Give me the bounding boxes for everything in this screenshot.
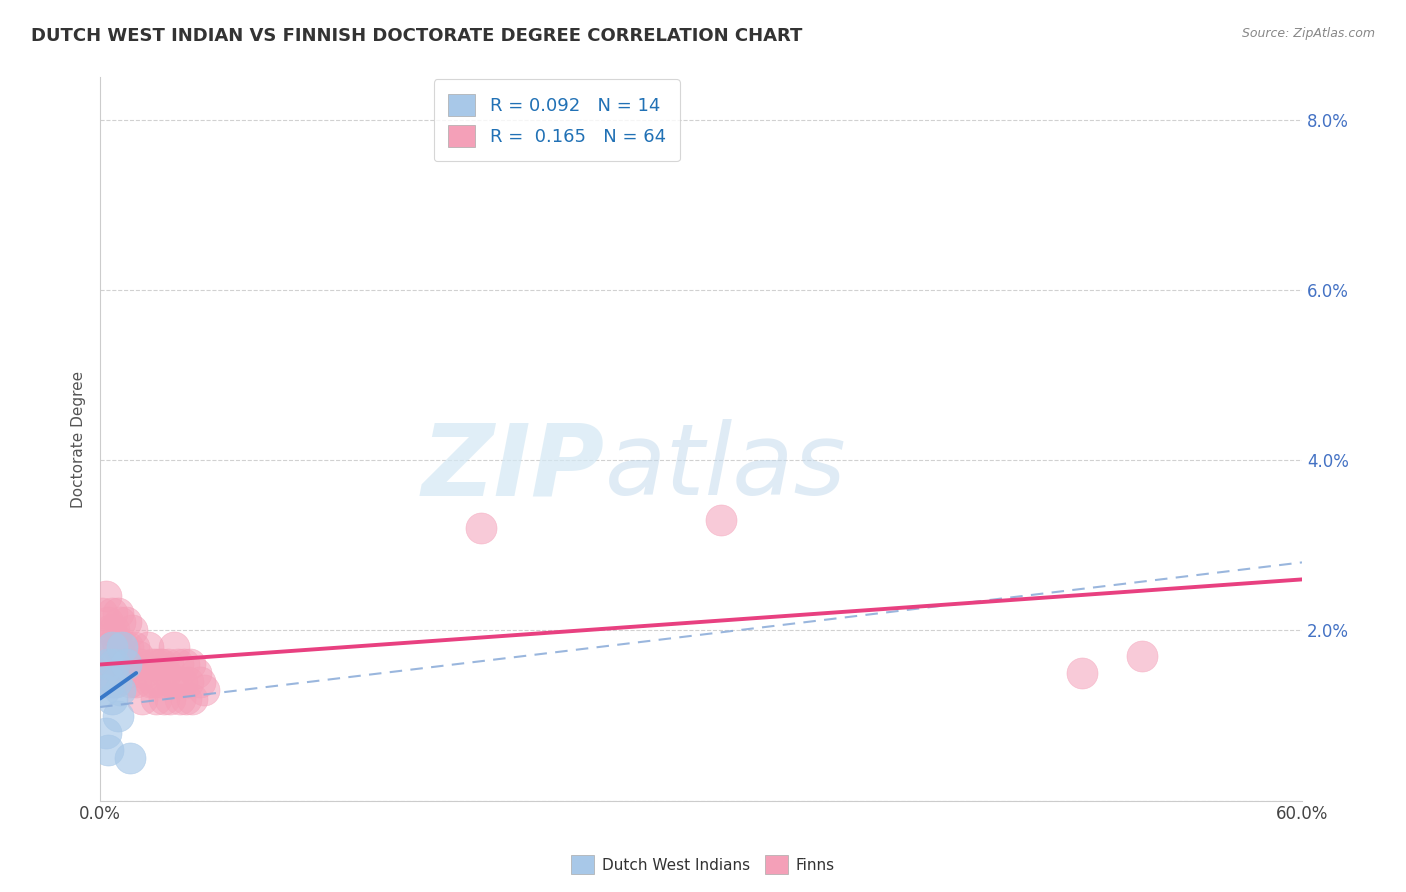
- Point: [111, 640, 134, 655]
- Point: [1070, 665, 1092, 680]
- Text: ZIP: ZIP: [422, 419, 605, 516]
- Point: [173, 657, 195, 672]
- Point: [177, 674, 200, 689]
- Point: [97, 674, 120, 689]
- Point: [105, 632, 128, 646]
- Point: [139, 674, 162, 689]
- Point: [174, 691, 197, 706]
- Point: [91, 607, 114, 621]
- Point: [111, 657, 134, 672]
- Point: [149, 674, 172, 689]
- Legend: Dutch West Indians, Finns: Dutch West Indians, Finns: [565, 849, 841, 880]
- Point: [121, 624, 143, 638]
- Point: [188, 674, 211, 689]
- Point: [103, 657, 125, 672]
- Point: [127, 648, 149, 663]
- Point: [101, 607, 124, 621]
- Point: [162, 674, 184, 689]
- Point: [98, 657, 121, 672]
- Point: [98, 674, 121, 689]
- Point: [145, 691, 167, 706]
- Point: [112, 640, 135, 655]
- Point: [117, 640, 139, 655]
- Point: [115, 657, 138, 672]
- Point: [120, 657, 142, 672]
- Point: [107, 708, 129, 723]
- Point: [172, 674, 194, 689]
- Point: [150, 657, 173, 672]
- Point: [105, 674, 128, 689]
- Point: [141, 657, 163, 672]
- Point: [1130, 648, 1153, 663]
- Point: [103, 674, 125, 689]
- Point: [155, 665, 177, 680]
- Point: [108, 683, 131, 698]
- Point: [94, 590, 117, 604]
- Point: [710, 513, 733, 527]
- Point: [94, 725, 117, 739]
- Text: Source: ZipAtlas.com: Source: ZipAtlas.com: [1241, 27, 1375, 40]
- Text: atlas: atlas: [605, 419, 846, 516]
- Point: [98, 624, 121, 638]
- Point: [143, 674, 166, 689]
- Point: [167, 657, 190, 672]
- Point: [125, 674, 148, 689]
- Point: [107, 607, 129, 621]
- Point: [122, 640, 145, 655]
- Point: [115, 665, 138, 680]
- Point: [101, 691, 124, 706]
- Point: [97, 615, 120, 629]
- Point: [134, 665, 156, 680]
- Point: [97, 742, 120, 756]
- Point: [94, 632, 117, 646]
- Point: [129, 657, 152, 672]
- Point: [149, 657, 172, 672]
- Point: [181, 691, 204, 706]
- Point: [120, 674, 142, 689]
- Point: [101, 657, 124, 672]
- Point: [97, 657, 120, 672]
- Point: [131, 691, 153, 706]
- Point: [93, 683, 115, 698]
- Point: [193, 683, 215, 698]
- Point: [163, 640, 186, 655]
- Point: [169, 691, 191, 706]
- Point: [108, 665, 131, 680]
- Point: [145, 657, 167, 672]
- Point: [103, 624, 125, 638]
- Legend: R = 0.092   N = 14, R =  0.165   N = 64: R = 0.092 N = 14, R = 0.165 N = 64: [433, 79, 681, 161]
- Point: [105, 657, 128, 672]
- Point: [165, 674, 187, 689]
- Point: [136, 640, 159, 655]
- Text: DUTCH WEST INDIAN VS FINNISH DOCTORATE DEGREE CORRELATION CHART: DUTCH WEST INDIAN VS FINNISH DOCTORATE D…: [31, 27, 803, 45]
- Y-axis label: Doctorate Degree: Doctorate Degree: [72, 370, 86, 508]
- Point: [107, 640, 129, 655]
- Point: [153, 691, 176, 706]
- Point: [186, 665, 208, 680]
- Point: [115, 615, 138, 629]
- Point: [159, 691, 181, 706]
- Point: [108, 615, 131, 629]
- Point: [98, 640, 121, 655]
- Point: [157, 657, 180, 672]
- Point: [470, 521, 492, 535]
- Point: [101, 640, 124, 655]
- Point: [120, 751, 142, 765]
- Point: [93, 648, 115, 663]
- Point: [179, 657, 201, 672]
